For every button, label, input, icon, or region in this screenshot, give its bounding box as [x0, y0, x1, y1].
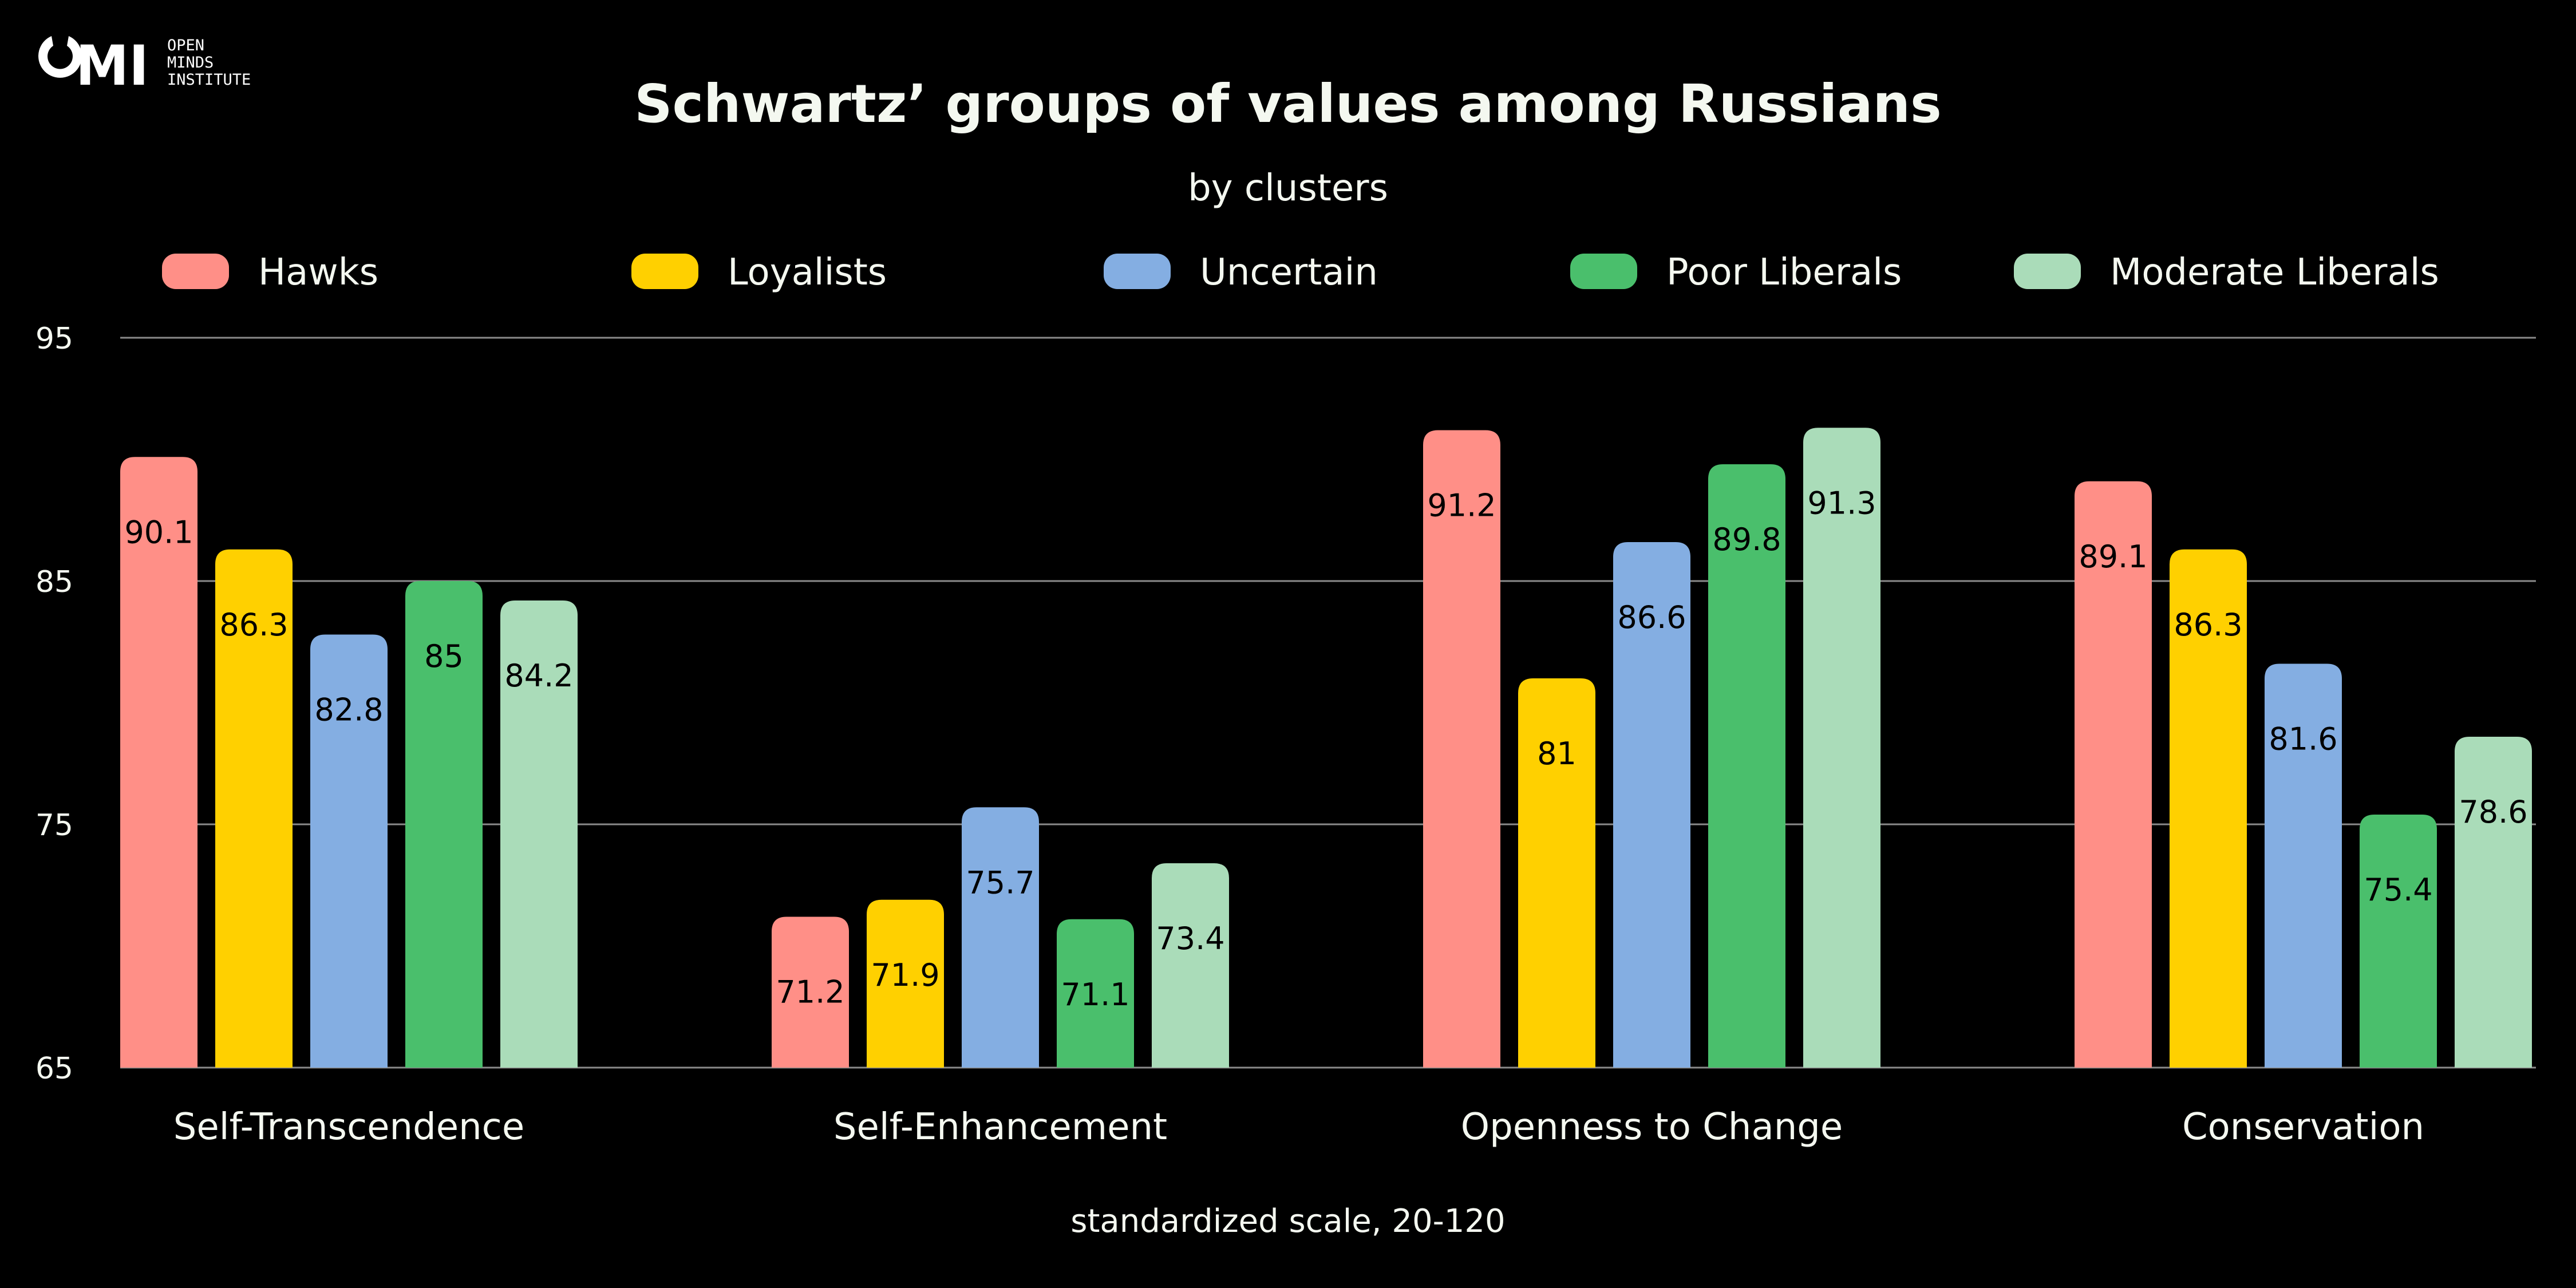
bar [120, 457, 197, 1068]
omi-logo-line-3: INSTITUTE [167, 71, 251, 89]
x-category-label: Self-Transcendence [173, 1106, 524, 1148]
bar [310, 634, 388, 1068]
bar-value-label: 89.8 [1712, 521, 1781, 558]
bar-value-label: 85 [424, 638, 464, 674]
bar-value-label: 71.9 [871, 957, 939, 993]
bar-value-label: 81 [1537, 736, 1577, 772]
bar [215, 549, 293, 1068]
bar-value-label: 71.1 [1061, 977, 1129, 1013]
bar-value-label: 86.3 [219, 607, 288, 643]
bar [962, 807, 1039, 1068]
legend-label: Moderate Liberals [2110, 251, 2439, 294]
bar [1803, 428, 1880, 1068]
omi-logo: MI OPEN MINDS INSTITUTE [38, 34, 251, 98]
bar [1152, 863, 1229, 1068]
y-tick-label: 75 [35, 808, 73, 843]
legend-label: Poor Liberals [1666, 251, 1902, 294]
bar-value-label: 78.6 [2459, 794, 2527, 830]
y-axis-ticks: 95 85 75 65 [35, 322, 73, 1086]
legend-item: Moderate Liberals [2014, 251, 2439, 294]
bar-value-label: 82.8 [314, 692, 383, 728]
bar [2075, 481, 2152, 1068]
legend-swatch [162, 254, 229, 289]
bar [2170, 549, 2247, 1068]
legend-label: Loyalists [728, 251, 887, 294]
bar [405, 581, 483, 1068]
y-tick-label: 65 [35, 1052, 73, 1086]
omi-logo-line-1: OPEN [167, 37, 204, 54]
x-category-label: Self-Enhancement [833, 1106, 1167, 1148]
bar [2265, 663, 2342, 1068]
bar-value-label: 91.2 [1427, 488, 1496, 524]
category-group: 89.1 86.3 81.6 75.4 78.6 [2075, 481, 2532, 1068]
y-tick-label: 85 [35, 565, 73, 599]
category-group: 90.1 86.3 82.8 85 84.2 [120, 457, 578, 1068]
legend-label: Hawks [258, 251, 378, 294]
category-group: 91.2 81 86.6 89.8 91.3 [1423, 428, 1880, 1068]
bar-value-label: 75.7 [966, 864, 1034, 900]
legend-item: Poor Liberals [1570, 251, 1902, 294]
legend-item: Hawks [162, 251, 378, 294]
legend-item: Loyalists [631, 251, 887, 294]
bar-value-label: 71.2 [776, 974, 844, 1010]
bar-value-label: 73.4 [1156, 920, 1224, 957]
legend-swatch [1104, 254, 1171, 289]
chart-subtitle: by clusters [1188, 167, 1388, 210]
bar-value-label: 84.2 [504, 658, 573, 694]
bar [1057, 919, 1134, 1068]
bar [2360, 815, 2437, 1068]
bar [500, 600, 578, 1068]
x-category-label: Openness to Change [1461, 1106, 1843, 1148]
legend-label: Uncertain [1200, 251, 1378, 294]
x-axis-categories: Self-Transcendence Self-Enhancement Openne… [173, 1106, 2424, 1148]
legend-swatch [1570, 254, 1637, 289]
bar [2455, 737, 2532, 1068]
bar-value-label: 75.4 [2364, 872, 2432, 908]
omi-logo-ring-icon [38, 36, 82, 78]
bar-value-label: 91.3 [1807, 485, 1876, 521]
x-axis-label: standardized scale, 20-120 [1070, 1203, 1505, 1240]
bar-value-label: 86.6 [1617, 599, 1686, 635]
legend-item: Uncertain [1104, 251, 1378, 294]
omi-logo-line-2: MINDS [167, 54, 214, 72]
legend: Hawks Loyalists Uncertain Poor Liberals Mode… [162, 251, 2439, 294]
chart-title: Schwartz’ groups of values among Russian… [634, 73, 1942, 135]
bar [1423, 430, 1500, 1068]
bar-value-label: 90.1 [124, 514, 193, 550]
bar [1518, 678, 1595, 1068]
bar-value-label: 89.1 [2079, 539, 2147, 575]
bar [1613, 542, 1690, 1068]
bars: 90.1 86.3 82.8 85 84.2 71.2 71.9 75.7 71.1 73.4 91… [120, 428, 2532, 1068]
bar-value-label: 81.6 [2269, 721, 2337, 757]
bar [867, 899, 944, 1068]
x-category-label: Conservation [2182, 1106, 2424, 1148]
legend-swatch [2014, 254, 2081, 289]
bar-value-label: 86.3 [2174, 607, 2242, 643]
omi-logo-mark: MI [76, 34, 149, 98]
bar [772, 916, 849, 1068]
category-group: 71.2 71.9 75.7 71.1 73.4 [772, 807, 1229, 1068]
legend-swatch [631, 254, 698, 289]
bar [1708, 464, 1785, 1068]
y-tick-label: 95 [35, 322, 73, 356]
